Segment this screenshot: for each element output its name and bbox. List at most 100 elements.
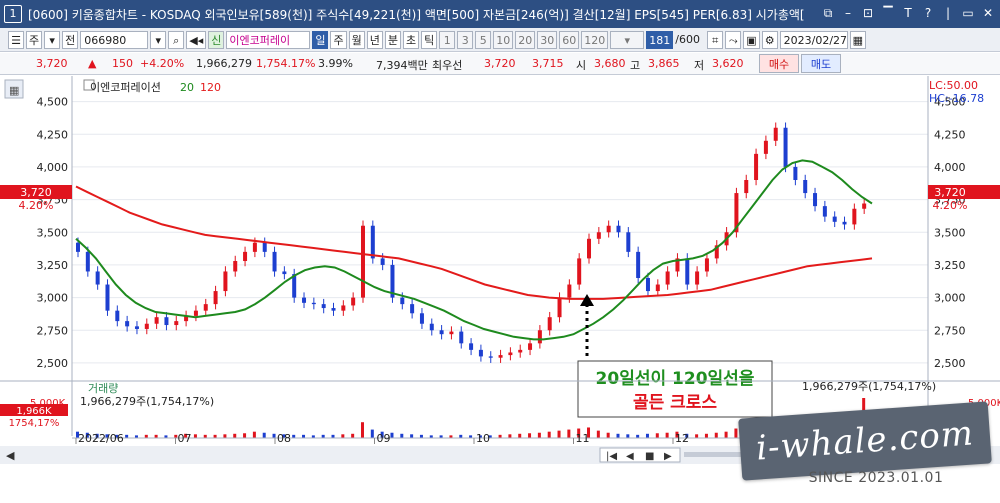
speaker-icon[interactable]: ◀◂ <box>186 30 207 49</box>
low-label: 저 <box>694 59 705 72</box>
price-tag-left-value: 3,720 <box>20 186 52 199</box>
sell-button[interactable]: 매도 <box>801 54 841 73</box>
candle-body <box>380 258 385 265</box>
volume-bar <box>134 435 138 438</box>
candle-body <box>351 297 356 306</box>
price-tag-left <box>0 185 72 199</box>
nav-prev-icon[interactable]: ◀ <box>626 451 634 462</box>
candle-body <box>400 297 405 305</box>
volume-bar <box>459 434 463 438</box>
volume-bar <box>724 431 728 438</box>
restore-icon[interactable]: ⧉ <box>823 6 833 20</box>
candle-body <box>341 305 346 311</box>
chart-menu-icon[interactable] <box>4 79 24 99</box>
candle-body <box>675 258 680 272</box>
tab-tick[interactable]: 틱 <box>421 30 438 49</box>
volume-bar <box>76 431 79 438</box>
interval-5[interactable]: 5 <box>475 30 492 49</box>
volume-bar <box>645 433 649 438</box>
interval-30[interactable]: 30 <box>537 30 558 49</box>
interval-3[interactable]: 3 <box>457 30 474 49</box>
volume-bar <box>685 433 689 438</box>
chevron-down-icon[interactable]: ▾ <box>150 30 167 49</box>
stock-code-input[interactable]: 066980 <box>80 30 149 49</box>
zoom-slider[interactable] <box>684 452 744 457</box>
date-field[interactable]: 2023/02/27 <box>779 30 848 49</box>
candle-body <box>734 193 739 233</box>
separator-icon: | <box>945 6 951 20</box>
close-icon[interactable]: ✕ <box>982 6 994 20</box>
frame-icon[interactable]: ▭ <box>962 6 974 20</box>
interval-20[interactable]: 20 <box>515 30 536 49</box>
market-select[interactable]: 전 <box>62 30 79 49</box>
volume-bar <box>577 428 581 438</box>
price-tag-left-pct: 4.20% <box>19 199 54 212</box>
buy-button[interactable]: 매수 <box>759 54 799 73</box>
tab-second[interactable]: 초 <box>402 30 420 49</box>
candle-body <box>154 317 159 324</box>
interval-60[interactable]: 60 <box>559 30 580 49</box>
volume-bar <box>547 431 551 438</box>
window-icon[interactable]: 1 <box>4 5 22 23</box>
best-bid: 3,715 <box>532 57 564 70</box>
count-field[interactable]: 181 <box>646 30 674 49</box>
period-select[interactable]: 주 <box>26 30 43 49</box>
tab-week[interactable]: 주 <box>330 30 347 49</box>
interval-10[interactable]: 10 <box>493 30 514 49</box>
minimize-icon[interactable]: – <box>845 6 851 20</box>
interval-120[interactable]: 120 <box>581 30 609 49</box>
help-icon[interactable]: ? <box>924 6 932 20</box>
drawing-icon[interactable]: ⤳ <box>725 30 742 49</box>
tab-day[interactable]: 일 <box>312 30 329 49</box>
volume-pct: 1,754.17% <box>256 57 316 70</box>
x-tick-label: 11 <box>576 432 590 445</box>
volume-left-text: 1,966,279주(1,754,17%) <box>80 395 214 408</box>
candle-body <box>695 271 700 285</box>
legend-checkbox[interactable] <box>83 79 95 91</box>
tab-minute[interactable]: 분 <box>384 30 401 49</box>
candle-body <box>813 193 818 207</box>
search-icon[interactable]: ⌕ <box>168 30 185 49</box>
chevron-down-icon[interactable]: ▾ <box>44 30 61 49</box>
volume-bar <box>498 434 502 438</box>
pin-icon[interactable]: ▔ <box>883 6 893 20</box>
list-icon[interactable]: ☰ <box>8 30 24 49</box>
nav-next-icon[interactable]: ▶ <box>664 451 672 462</box>
save-icon[interactable]: ▣ <box>743 30 760 49</box>
new-badge[interactable]: 신 <box>208 30 225 49</box>
nav-stop-icon[interactable]: ■ <box>645 451 654 462</box>
best-ask: 3,720 <box>484 57 516 70</box>
candle-body <box>547 317 552 331</box>
calendar-icon[interactable]: ▦ <box>849 30 867 49</box>
volume-bar <box>478 435 482 438</box>
candle-body <box>439 330 444 335</box>
y-tick-label: 2,750 <box>37 324 69 337</box>
chart-toolbar: ☰ 주 ▾ 전 066980 ▾ ⌕ ◀◂ 신 이엔코퍼레이 일 주 월 년 분… <box>0 28 1000 52</box>
price-tag-right-value: 3,720 <box>934 186 966 199</box>
x-tick-label: 07 <box>178 432 192 445</box>
y-axis-right: 4,5004,2504,0003,7503,5003,2503,0002,750… <box>934 96 966 370</box>
candle-body <box>125 321 130 327</box>
scroll-left-icon[interactable]: ◀ <box>6 449 15 462</box>
interval-dropdown[interactable]: ▾ <box>610 30 645 49</box>
tab-month[interactable]: 월 <box>348 30 365 49</box>
volume-bar <box>714 432 718 438</box>
tab-year[interactable]: 년 <box>366 30 383 49</box>
candle-body <box>606 225 611 233</box>
volume-tag <box>0 404 68 416</box>
maximize-icon[interactable]: ⊡ <box>862 6 874 20</box>
font-icon[interactable]: T <box>904 6 912 20</box>
candle-body <box>360 225 365 298</box>
volume-bar <box>557 430 561 438</box>
y-tick-label: 3,000 <box>37 292 69 305</box>
candle-body <box>754 153 759 180</box>
candle-body <box>134 326 139 329</box>
interval-1[interactable]: 1 <box>439 30 456 49</box>
candle-body <box>203 304 208 311</box>
nav-first-icon[interactable]: |◀ <box>606 451 617 462</box>
gear-icon[interactable]: ⚙ <box>761 30 778 49</box>
candle-body <box>193 310 198 316</box>
volume-bar <box>518 433 522 438</box>
indicator-icon[interactable]: ⌗ <box>707 30 724 49</box>
candle-body <box>410 304 415 314</box>
